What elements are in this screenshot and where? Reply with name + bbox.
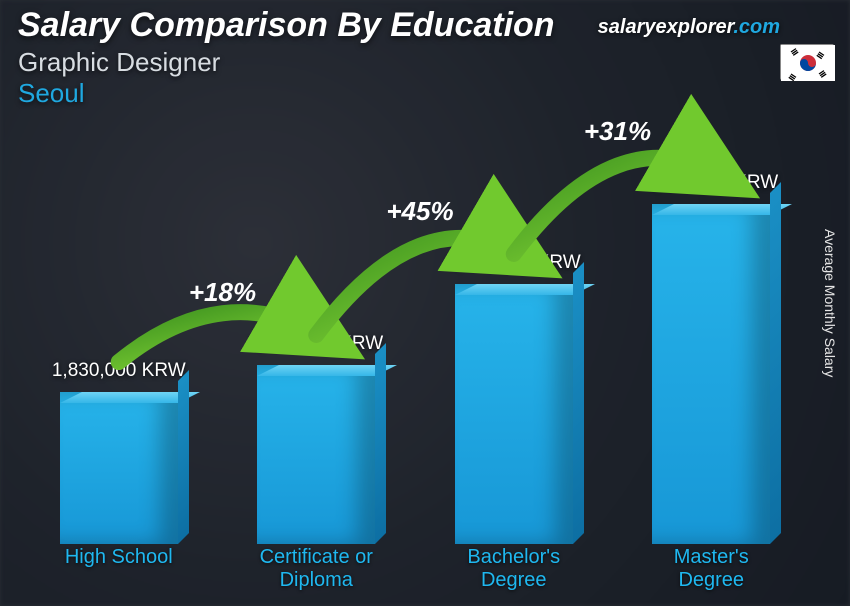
job-subtitle: Graphic Designer bbox=[18, 47, 832, 78]
salary-bar-chart: 1,830,000 KRW 2,160,000 KRW 3,130,000 KRW 4… bbox=[20, 144, 810, 594]
bar-front-face bbox=[652, 204, 770, 544]
bar-value-label: 1,830,000 KRW bbox=[52, 360, 186, 382]
bar bbox=[60, 392, 178, 544]
brand-watermark: salaryexplorer.com bbox=[598, 16, 780, 39]
content: Salary Comparison By Education Graphic D… bbox=[0, 0, 850, 606]
y-axis-label-wrap: Average Monthly Salary bbox=[820, 0, 840, 606]
brand-domain: .com bbox=[733, 16, 780, 38]
bar bbox=[257, 365, 375, 544]
bar-value-label: 2,160,000 KRW bbox=[249, 333, 383, 355]
increase-pct-label: +31% bbox=[584, 116, 651, 146]
location-label: Seoul bbox=[18, 78, 832, 109]
x-axis-label: Certificate orDiploma bbox=[218, 546, 416, 594]
x-axis-label: Master'sDegree bbox=[613, 546, 811, 594]
y-axis-label: Average Monthly Salary bbox=[822, 229, 838, 377]
bars-container: 1,830,000 KRW 2,160,000 KRW 3,130,000 KRW 4… bbox=[20, 144, 810, 544]
bar-front-face bbox=[257, 365, 375, 544]
bar-slot: 4,100,000 KRW bbox=[613, 172, 811, 544]
bar-slot: 3,130,000 KRW bbox=[415, 252, 613, 544]
bar-value-label: 3,130,000 KRW bbox=[447, 252, 581, 274]
x-axis-labels: High SchoolCertificate orDiplomaBachelor… bbox=[20, 546, 810, 594]
bar-front-face bbox=[455, 284, 573, 544]
bar bbox=[652, 204, 770, 544]
brand-name: salaryexplorer bbox=[598, 16, 734, 38]
x-axis-label: Bachelor'sDegree bbox=[415, 546, 613, 594]
bar bbox=[455, 284, 573, 544]
x-axis-label: High School bbox=[20, 546, 218, 594]
bar-front-face bbox=[60, 392, 178, 544]
bar-slot: 1,830,000 KRW bbox=[20, 360, 218, 544]
bar-value-label: 4,100,000 KRW bbox=[644, 172, 778, 194]
bar-slot: 2,160,000 KRW bbox=[218, 333, 416, 544]
